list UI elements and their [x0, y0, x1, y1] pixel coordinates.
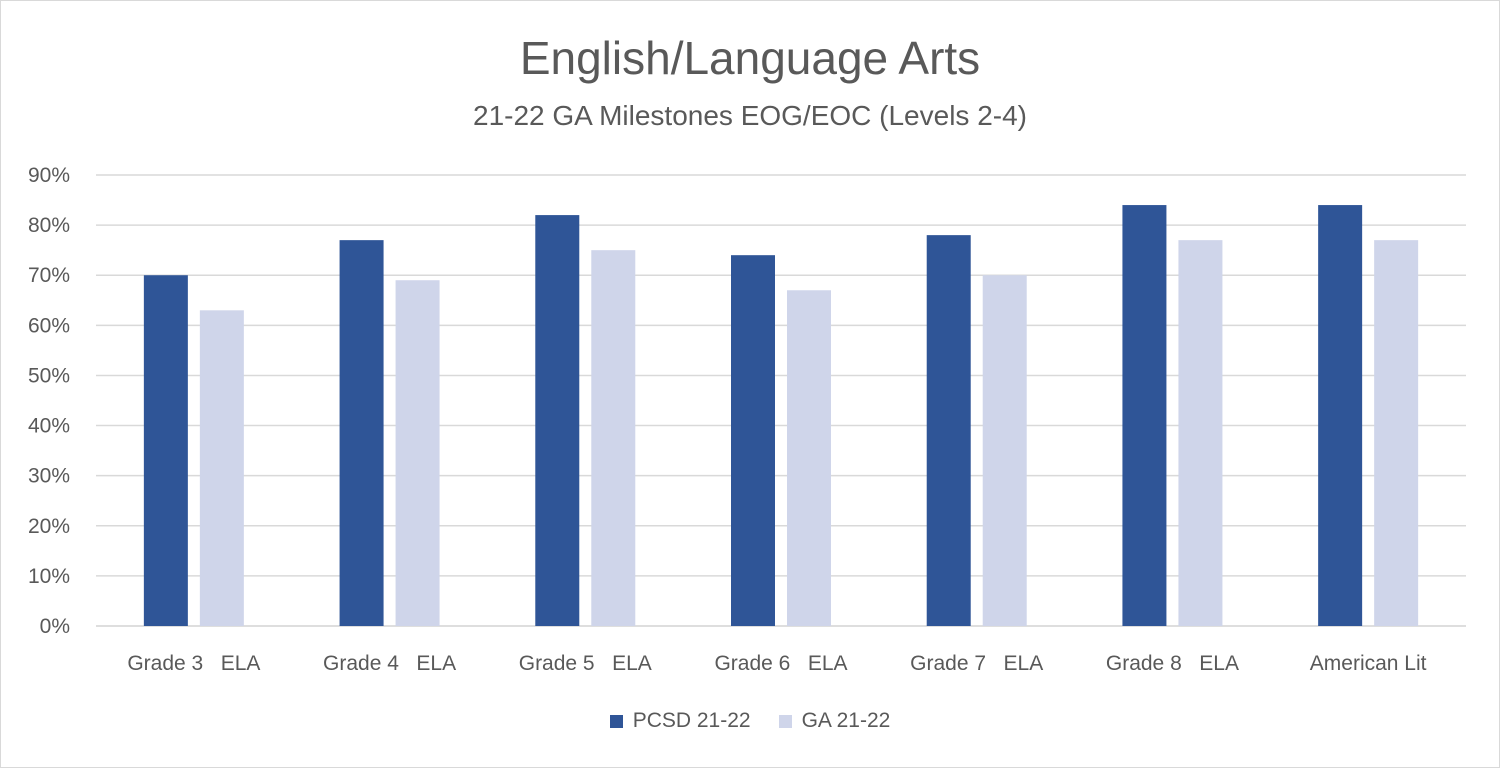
plot-area: 0% 10% 20% 30% 40% 50% 60% 70% 80% 90% Grade 3 EL… — [28, 164, 1466, 675]
legend-label-pcsd: PCSD 21-22 — [632, 709, 751, 732]
legend: PCSD 21-22 GA 21-22 — [1, 709, 1499, 733]
y-tick-label: 20% — [28, 515, 70, 538]
legend-swatch-pcsd — [609, 714, 623, 728]
bar-ga — [199, 310, 244, 626]
y-tick-label: 90% — [28, 164, 70, 187]
bar-pcsd — [1318, 205, 1363, 627]
gridlines — [96, 174, 1466, 627]
x-tick-label: Grade 4 ELA — [323, 652, 456, 675]
bar-ga — [1374, 240, 1419, 626]
y-tick-label: 0% — [40, 615, 70, 638]
bar-pcsd — [143, 275, 188, 626]
x-tick-label: Grade 5 ELA — [519, 652, 652, 675]
legend-label-ga: GA 21-22 — [801, 709, 891, 732]
x-axis-tick-labels: Grade 3 ELA Grade 4 ELA Grade 5 ELA Grade 6… — [127, 652, 1426, 675]
y-tick-label: 10% — [28, 565, 70, 588]
chart-subtitle: 21-22 GA Milestones EOG/EOC (Levels 2-4) — [473, 100, 1027, 131]
bars — [143, 205, 1419, 627]
bar-pcsd — [731, 255, 775, 626]
x-tick-label: Grade 3 ELA — [127, 652, 260, 675]
bar-pcsd — [926, 235, 971, 626]
bar-pcsd — [339, 240, 384, 626]
bar-ga — [982, 275, 1027, 626]
y-tick-label: 30% — [28, 465, 70, 488]
chart-title: English/Language Arts — [519, 32, 981, 84]
bar-ga — [395, 280, 440, 626]
x-tick-label: Grade 8 ELA — [1106, 652, 1239, 675]
x-tick-label: Grade 6 ELA — [714, 652, 847, 675]
bar-ga — [591, 250, 636, 626]
legend-item-pcsd: PCSD 21-22 — [609, 709, 751, 733]
bar-ga — [787, 290, 831, 626]
bar-pcsd — [535, 215, 580, 627]
bar-ga — [1178, 240, 1223, 626]
x-tick-label: Grade 7 ELA — [910, 652, 1043, 675]
x-tick-label: American Lit — [1310, 652, 1427, 675]
y-tick-label: 40% — [28, 415, 70, 438]
y-tick-label: 50% — [28, 364, 70, 387]
y-tick-label: 80% — [28, 214, 70, 237]
legend-item-ga: GA 21-22 — [778, 709, 891, 733]
bar-pcsd — [1122, 205, 1167, 627]
y-tick-label: 60% — [28, 314, 70, 337]
legend-swatch-ga — [778, 714, 792, 728]
y-tick-label: 70% — [28, 264, 70, 287]
y-axis-tick-labels: 0% 10% 20% 30% 40% 50% 60% 70% 80% 90% — [28, 164, 70, 638]
